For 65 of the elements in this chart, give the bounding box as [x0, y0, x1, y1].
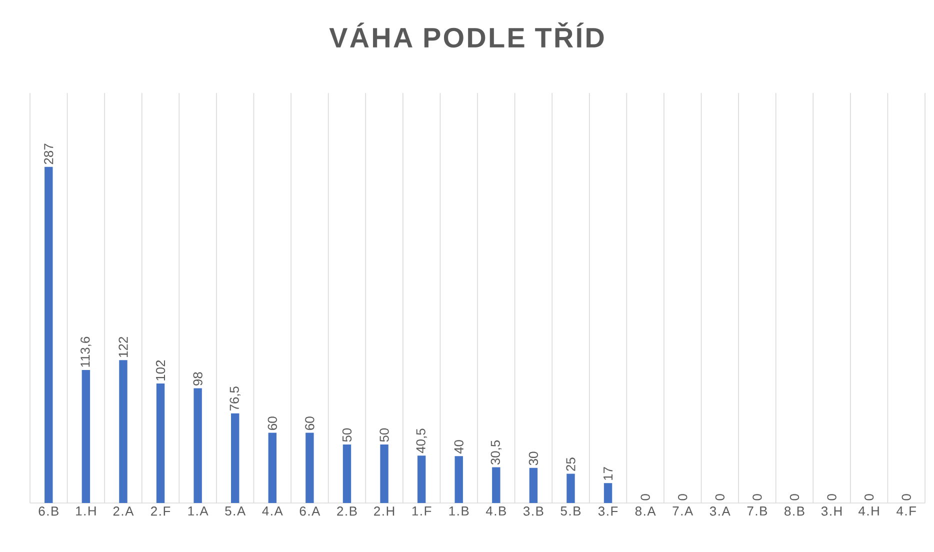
bar	[194, 388, 202, 503]
bar	[119, 360, 128, 503]
data-label: 30	[528, 452, 538, 466]
x-tick-label: 4.B	[486, 506, 506, 516]
data-label: 122	[118, 337, 128, 357]
bar	[44, 166, 53, 503]
data-label: 0	[864, 494, 874, 500]
data-label: 40	[454, 440, 464, 454]
bar	[454, 456, 463, 503]
data-label: 287	[44, 144, 54, 164]
data-label: 0	[827, 494, 836, 500]
data-label: 0	[902, 494, 911, 500]
bar	[604, 483, 612, 503]
x-tick-label: 7.A	[672, 506, 694, 516]
data-label: 102	[156, 360, 166, 380]
data-label: 60	[268, 416, 277, 430]
x-tick-label: 6.A	[300, 506, 320, 516]
x-tick-label: 4.A	[262, 506, 283, 516]
data-label: 98	[193, 372, 202, 386]
data-label: 60	[305, 416, 314, 430]
x-tick-label: 2.H	[374, 506, 394, 516]
bar	[342, 444, 352, 503]
x-tick-label: 8.A	[635, 506, 656, 516]
bar	[306, 432, 314, 503]
bar	[566, 474, 575, 503]
data-label: 113,6	[80, 336, 92, 367]
x-tick-label: 1.H	[76, 506, 96, 516]
x-tick-label: 4.H	[858, 506, 879, 516]
x-tick-label: 3.B	[523, 506, 544, 516]
x-tick-label: 4.F	[896, 506, 916, 516]
x-tick-label: 1.B	[449, 506, 469, 516]
bar	[380, 444, 388, 503]
data-label: 50	[342, 428, 352, 442]
data-label: 40,5	[416, 428, 427, 454]
chart-title: VÁHA PODLE TŘÍD	[329, 22, 604, 48]
bar	[529, 468, 538, 503]
x-tick-label: 5.A	[225, 506, 246, 516]
bar	[268, 432, 276, 503]
data-label: 30,5	[490, 440, 502, 465]
bar	[156, 384, 165, 503]
data-label: 17	[604, 467, 612, 480]
x-tick-label: 8.B	[784, 506, 804, 516]
x-tick-label: 3.H	[821, 506, 842, 516]
data-label: 0	[640, 494, 650, 500]
data-label: 0	[752, 494, 762, 500]
data-label: 50	[380, 428, 389, 442]
bar	[492, 467, 500, 503]
x-tick-label: 1.F	[412, 506, 432, 516]
x-tick-label: 7.B	[747, 506, 768, 516]
data-label: 0	[678, 494, 688, 500]
x-tick-label: 5.B	[560, 506, 581, 516]
data-label: 0	[790, 494, 800, 500]
bar	[82, 370, 90, 503]
bar	[231, 413, 240, 503]
x-tick-label: 2.B	[337, 506, 357, 516]
x-tick-label: 2.F	[151, 506, 170, 516]
bar	[417, 456, 426, 503]
x-tick-label: 2.A	[113, 506, 134, 516]
data-label: 0	[715, 494, 724, 500]
x-tick-label: 1.A	[188, 506, 208, 516]
data-label: 25	[566, 458, 576, 471]
x-tick-label: 3.F	[598, 506, 618, 516]
x-tick-label: 6.B	[38, 506, 58, 516]
x-tick-label: 3.A	[710, 506, 730, 516]
data-label: 76,5	[230, 386, 240, 411]
